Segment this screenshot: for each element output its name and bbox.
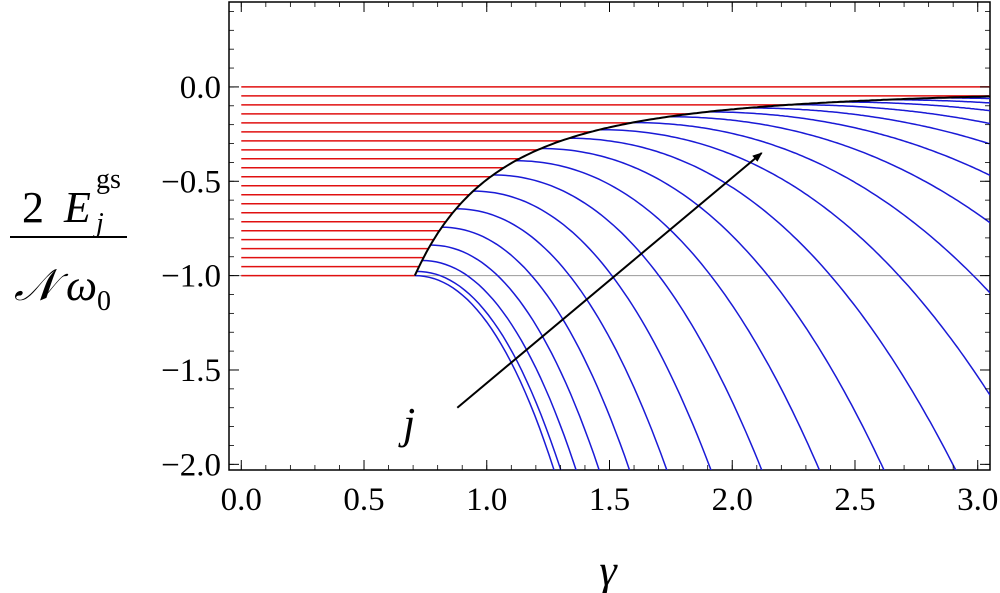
blue-series-curve [668, 115, 990, 224]
x-tick-label: 3.0 [957, 482, 998, 518]
y-tick-label: 0.0 [180, 70, 221, 106]
envelope-curve [413, 95, 990, 277]
y-tick-label: −2.0 [161, 447, 221, 483]
blue-series-curve [791, 103, 990, 125]
y-label-omega-sub: 0 [97, 286, 111, 317]
y-label-coeff: 2 [22, 183, 44, 232]
x-tick-label: 2.0 [712, 482, 753, 518]
blue-series-curve [885, 99, 990, 104]
blue-series-curve [541, 147, 885, 470]
x-tick-label: 2.5 [834, 482, 875, 518]
blue-series-curve [747, 107, 990, 145]
y-label-omega: ω [66, 261, 97, 310]
y-tick-label: −1.0 [161, 259, 221, 295]
blue-series-curve [414, 274, 555, 470]
y-label-subscript: j [93, 208, 104, 239]
plot-frame [228, 1, 991, 471]
blue-series-curve [515, 159, 821, 470]
x-axis-label: γ [599, 546, 618, 593]
blue-series-curve [632, 121, 990, 294]
red-series-layer [241, 86, 990, 277]
annotation-layer [456, 152, 763, 409]
blue-series-curve [473, 190, 712, 470]
plot-border [228, 1, 991, 471]
blue-series-curve [430, 244, 600, 470]
x-tick-label: 1.5 [589, 482, 630, 518]
annotation-arrow [456, 152, 763, 409]
blue-series-layer [414, 97, 990, 470]
blue-series-curve [422, 259, 577, 470]
y-tick-label: −0.5 [161, 164, 221, 200]
y-axis-label: 2 E gs j 𝒩 ω 0 [10, 164, 127, 317]
x-tick-label: 1.0 [466, 482, 507, 518]
x-tick-label: 0.5 [343, 482, 384, 518]
blue-series-curve [493, 174, 763, 470]
blue-series-curve [599, 128, 990, 396]
y-tick-label: −1.5 [161, 353, 221, 389]
blue-series-curve [456, 208, 668, 470]
blue-series-curve [416, 270, 562, 470]
y-label-superscript: gs [96, 164, 121, 195]
blue-series-curve [441, 226, 631, 470]
x-tick-label: 0.0 [221, 482, 262, 518]
annotation-label: j [398, 399, 415, 448]
blue-series-curve [568, 137, 957, 470]
y-label-calN: 𝒩 [14, 261, 69, 310]
ticks-layer: 0.0 0.5 1.0 1.5 2.0 2.5 3.0 0.0 −0.5 −1.0 −1.5 −2.0 [161, 2, 998, 518]
blue-series-curve [837, 101, 990, 112]
y-label-energy: E [63, 183, 91, 232]
blue-series-curve [706, 111, 990, 176]
envelope-layer [413, 95, 990, 277]
